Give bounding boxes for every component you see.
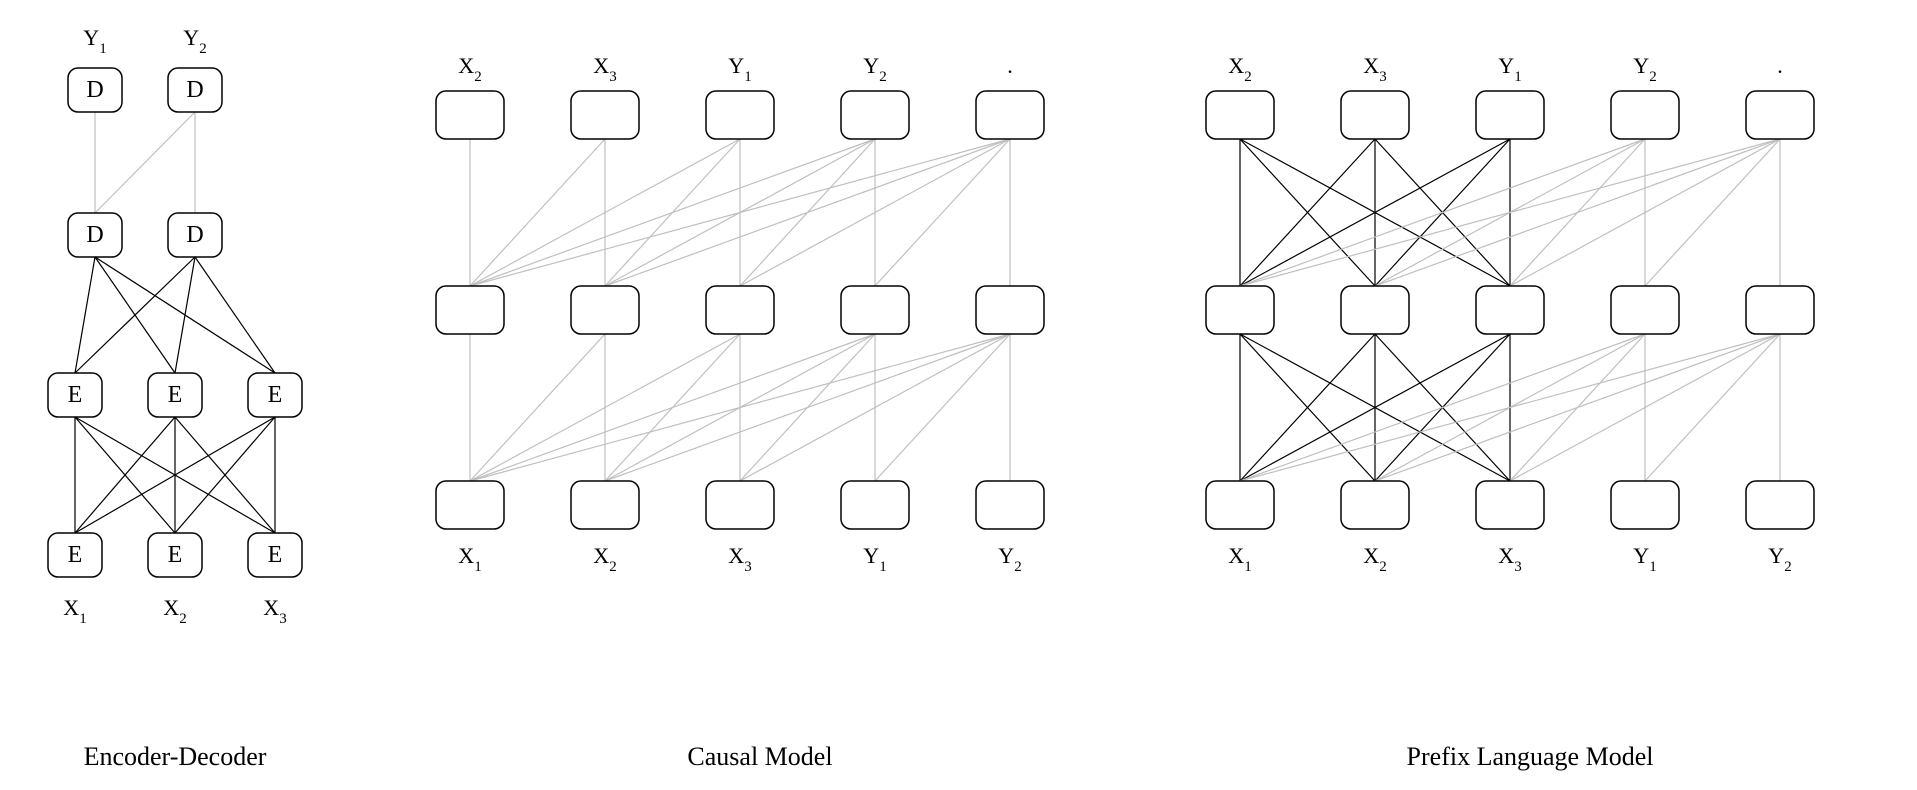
node-p_2_1 bbox=[1341, 481, 1409, 529]
io-label: X3 bbox=[593, 53, 616, 85]
io-label: X2 bbox=[1228, 53, 1251, 85]
io-label: Y2 bbox=[1633, 53, 1656, 85]
edge bbox=[195, 257, 275, 373]
edge bbox=[470, 334, 875, 481]
node-c_0_2 bbox=[706, 91, 774, 139]
node-p_2_2 bbox=[1476, 481, 1544, 529]
node-d2a-label: D bbox=[186, 222, 203, 248]
node-d1a-label: D bbox=[86, 222, 103, 248]
node-c_1_1 bbox=[571, 286, 639, 334]
edge bbox=[875, 334, 1010, 481]
io-label: Y2 bbox=[998, 543, 1021, 575]
io-label: Y1 bbox=[1633, 543, 1656, 575]
io-label: X3 bbox=[1363, 53, 1386, 85]
io-label: X3 bbox=[1498, 543, 1521, 575]
node-c_0_4 bbox=[976, 91, 1044, 139]
io-label: Y1 bbox=[83, 25, 106, 57]
edge bbox=[470, 334, 605, 481]
io-label: X3 bbox=[263, 595, 286, 627]
io-label: X1 bbox=[458, 543, 481, 575]
io-label: Y2 bbox=[183, 25, 206, 57]
node-c_1_2 bbox=[706, 286, 774, 334]
io-label: X2 bbox=[163, 595, 186, 627]
io-label: X3 bbox=[728, 543, 751, 575]
io-label: X1 bbox=[1228, 543, 1251, 575]
node-p_2_0 bbox=[1206, 481, 1274, 529]
node-d2b-label: D bbox=[186, 77, 203, 103]
io-label: X2 bbox=[458, 53, 481, 85]
node-e2a-label: E bbox=[168, 542, 183, 568]
node-p_0_0 bbox=[1206, 91, 1274, 139]
edge bbox=[605, 334, 1010, 481]
node-c_2_2 bbox=[706, 481, 774, 529]
node-e2b-label: E bbox=[168, 382, 183, 408]
edge bbox=[470, 139, 875, 286]
io-label: X1 bbox=[63, 595, 86, 627]
node-p_1_1 bbox=[1341, 286, 1409, 334]
node-e3b-label: E bbox=[268, 382, 283, 408]
node-c_2_4 bbox=[976, 481, 1044, 529]
node-p_1_3 bbox=[1611, 286, 1679, 334]
edge bbox=[875, 139, 1010, 286]
caption-causal: Causal Model bbox=[687, 742, 832, 771]
node-c_0_0 bbox=[436, 91, 504, 139]
edge bbox=[1375, 139, 1780, 286]
io-label: . bbox=[1777, 53, 1783, 78]
edge bbox=[1240, 139, 1645, 286]
node-p_1_0 bbox=[1206, 286, 1274, 334]
edge bbox=[1240, 334, 1645, 481]
io-label: . bbox=[1007, 53, 1013, 78]
node-c_0_3 bbox=[841, 91, 909, 139]
io-label: Y1 bbox=[1498, 53, 1521, 85]
node-c_0_1 bbox=[571, 91, 639, 139]
caption-prefix: Prefix Language Model bbox=[1407, 742, 1654, 771]
node-p_0_3 bbox=[1611, 91, 1679, 139]
node-c_1_4 bbox=[976, 286, 1044, 334]
node-p_0_1 bbox=[1341, 91, 1409, 139]
io-label: Y1 bbox=[728, 53, 751, 85]
io-label: X2 bbox=[1363, 543, 1386, 575]
edge bbox=[1375, 334, 1780, 481]
io-label: Y2 bbox=[1768, 543, 1791, 575]
node-c_2_3 bbox=[841, 481, 909, 529]
node-p_0_4 bbox=[1746, 91, 1814, 139]
node-c_1_0 bbox=[436, 286, 504, 334]
edge bbox=[1645, 334, 1780, 481]
node-d1b-label: D bbox=[86, 77, 103, 103]
node-p_2_4 bbox=[1746, 481, 1814, 529]
node-c_2_0 bbox=[436, 481, 504, 529]
edge bbox=[75, 257, 95, 373]
node-p_1_2 bbox=[1476, 286, 1544, 334]
node-p_1_4 bbox=[1746, 286, 1814, 334]
edge bbox=[95, 257, 175, 373]
node-e1b-label: E bbox=[68, 382, 83, 408]
architecture-diagram: E E E E E E D D D D X1 X2 X3 Y1 Y2 Encoder-Decoder X2 X3 Y… bbox=[0, 0, 1917, 790]
node-c_1_3 bbox=[841, 286, 909, 334]
node-c_2_1 bbox=[571, 481, 639, 529]
edge bbox=[95, 112, 195, 213]
edge bbox=[1645, 139, 1780, 286]
node-p_2_3 bbox=[1611, 481, 1679, 529]
node-e3a-label: E bbox=[268, 542, 283, 568]
io-label: Y1 bbox=[863, 543, 886, 575]
caption-encdec: Encoder-Decoder bbox=[84, 742, 267, 771]
io-label: Y2 bbox=[863, 53, 886, 85]
node-p_0_2 bbox=[1476, 91, 1544, 139]
edge bbox=[470, 139, 605, 286]
edge bbox=[605, 139, 1010, 286]
edge bbox=[95, 257, 275, 373]
io-label: X2 bbox=[593, 543, 616, 575]
node-e1a-label: E bbox=[68, 542, 83, 568]
